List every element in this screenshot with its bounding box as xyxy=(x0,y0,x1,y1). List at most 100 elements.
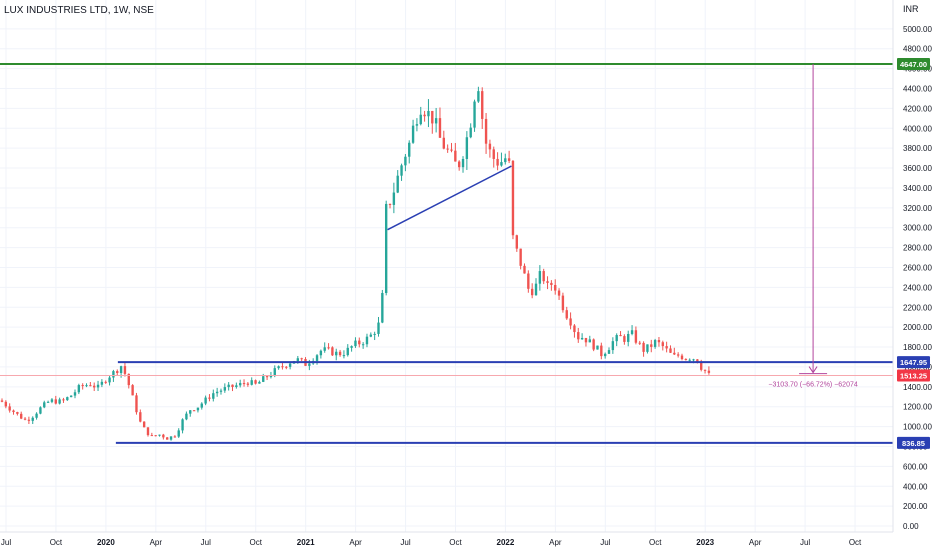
candle-body xyxy=(411,125,415,143)
candle-body xyxy=(4,401,8,407)
candle-body xyxy=(434,118,438,124)
candle-body xyxy=(119,366,123,374)
candle-body xyxy=(500,162,503,166)
y-tick-label: 0.00 xyxy=(903,522,919,531)
candle-body xyxy=(361,344,365,346)
candle-body xyxy=(142,421,146,428)
candle-body xyxy=(484,118,488,144)
chart-title: LUX INDUSTRIES LTD, 1W, NSE xyxy=(4,5,154,16)
candle-body xyxy=(62,399,65,401)
candle-body xyxy=(577,332,580,340)
y-tick-label: 1400.00 xyxy=(903,383,932,392)
candle-body xyxy=(530,288,534,296)
x-tick-label: Oct xyxy=(449,538,462,547)
candle-body xyxy=(642,342,645,352)
candle-body xyxy=(139,412,142,422)
y-tick-label: 2800.00 xyxy=(903,244,932,253)
candle-body xyxy=(550,282,553,285)
candle-body xyxy=(619,335,622,337)
candle-body xyxy=(27,419,31,421)
candle-body xyxy=(288,363,292,367)
x-tick-label: Jul xyxy=(800,538,810,547)
x-tick-label: Jul xyxy=(201,538,211,547)
candle-body xyxy=(239,383,242,386)
y-tick-label: 1000.00 xyxy=(903,423,932,432)
candle-body xyxy=(342,355,346,357)
price-badge-label: 836.85 xyxy=(902,439,925,448)
candle-body xyxy=(315,355,319,361)
candle-body xyxy=(265,376,269,378)
candle-body xyxy=(173,436,177,438)
candle-body xyxy=(646,344,649,352)
candle-body xyxy=(584,337,588,343)
candle-body xyxy=(116,371,119,374)
candle-body xyxy=(615,335,618,342)
y-tick-label: 600.00 xyxy=(903,462,928,471)
y-tick-label: 5000.00 xyxy=(903,25,932,34)
candle-body xyxy=(650,344,653,347)
candle-body xyxy=(358,340,361,345)
x-tick-label: Apr xyxy=(549,538,562,547)
candle-body xyxy=(481,91,484,119)
candle-body xyxy=(100,381,104,385)
price-badges: 4647.00 1647.95 836.85 1513.25 xyxy=(897,57,930,449)
candle-body xyxy=(415,124,419,126)
x-tick-label: 2020 xyxy=(97,538,115,547)
candle-body xyxy=(596,345,599,350)
measure-arrowhead xyxy=(808,366,818,374)
candle-body xyxy=(219,390,223,392)
candle-body xyxy=(496,158,499,166)
candle-body xyxy=(442,137,446,149)
candle-body xyxy=(703,369,707,371)
candle-body xyxy=(515,235,518,249)
candle-body xyxy=(657,340,661,343)
candle-body xyxy=(611,341,615,351)
candle-body xyxy=(93,385,96,388)
y-tick-label: 4200.00 xyxy=(903,104,932,113)
y-tick-label: 4400.00 xyxy=(903,85,932,94)
candle-body xyxy=(215,391,219,394)
candle-body xyxy=(123,366,127,374)
candle-body xyxy=(50,399,54,402)
candle-body xyxy=(269,375,273,378)
candle-body xyxy=(392,192,396,205)
candle-body xyxy=(162,434,165,438)
candle-body xyxy=(208,397,211,399)
candle-body xyxy=(246,383,250,385)
candle-body xyxy=(127,373,130,386)
candle-body xyxy=(404,156,407,166)
candle-body xyxy=(104,381,107,383)
x-tick-label: Apr xyxy=(349,538,362,547)
candle-body xyxy=(227,384,230,388)
candle-body xyxy=(258,381,261,384)
candle-body xyxy=(20,413,23,419)
time-axis[interactable]: Jul Oct 2020 Apr Jul Oct 2021 Apr Jul Oct 2022 Apr J… xyxy=(1,538,862,547)
candle-body xyxy=(707,370,711,373)
candle-body xyxy=(131,385,134,396)
candle-body xyxy=(527,273,530,289)
price-axis[interactable]: 0.00200.00400.00600.00800.001000.001200.… xyxy=(903,25,932,531)
currency-label: INR xyxy=(903,4,919,14)
candle-body xyxy=(684,359,688,361)
price-badge xyxy=(897,356,930,369)
candle-body xyxy=(519,248,522,266)
candle-body xyxy=(446,148,449,150)
price-badge-label: 1513.25 xyxy=(900,372,927,381)
candle-body xyxy=(384,203,388,293)
candle-body xyxy=(135,395,138,413)
candle-body xyxy=(680,355,684,360)
candle-body xyxy=(196,407,200,411)
candle-body xyxy=(438,118,442,138)
x-tick-label: Apr xyxy=(749,538,762,547)
candle-body xyxy=(212,393,215,399)
y-tick-label: 3800.00 xyxy=(903,144,932,153)
candle-body xyxy=(204,397,207,404)
candle-body xyxy=(507,158,511,161)
candle-body xyxy=(16,412,19,414)
candle-body xyxy=(408,142,411,157)
y-tick-label: 3600.00 xyxy=(903,164,932,173)
candle-body xyxy=(331,347,334,356)
candle-body xyxy=(688,359,691,361)
y-tick-label: 200.00 xyxy=(903,502,928,511)
